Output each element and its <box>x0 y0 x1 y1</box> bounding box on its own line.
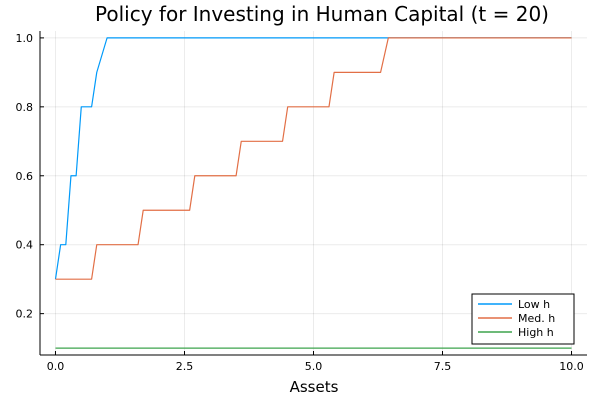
x-tick-label: 7.5 <box>434 360 452 373</box>
y-tick-label: 1.0 <box>16 32 34 45</box>
series-line-low-h <box>54 37 572 280</box>
x-tick-label: 10.0 <box>559 360 584 373</box>
y-tick-label: 0.8 <box>16 101 34 114</box>
series-line-med-h <box>55 37 572 280</box>
legend-label-low-h: Low h <box>518 298 550 311</box>
legend-label-high-h: High h <box>518 326 554 339</box>
y-tick-label: 0.4 <box>16 239 34 252</box>
x-axis-label: Assets <box>290 378 339 396</box>
y-tick-label: 0.6 <box>16 170 34 183</box>
x-tick-label: 2.5 <box>176 360 194 373</box>
x-tick-label: 5.0 <box>305 360 323 373</box>
y-tick-label: 0.2 <box>16 308 34 321</box>
x-tick-label: 0.0 <box>47 360 65 373</box>
chart-title: Policy for Investing in Human Capital (t… <box>95 2 549 26</box>
axes-frame <box>39 31 587 356</box>
legend-label-med-h: Med. h <box>518 312 555 325</box>
tick-labels: 0.0 2.5 5.0 7.5 10.0 0.2 0.4 0.6 0.8 1.0 <box>16 32 584 373</box>
series-lines <box>54 37 572 349</box>
legend-box <box>471 293 575 345</box>
